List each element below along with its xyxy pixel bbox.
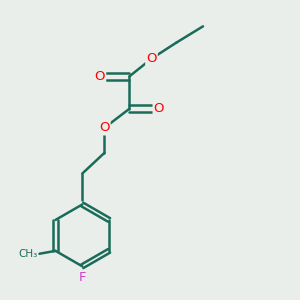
Text: O: O — [95, 70, 105, 83]
Text: O: O — [99, 122, 110, 134]
Text: CH₃: CH₃ — [19, 249, 38, 259]
Text: F: F — [79, 271, 86, 284]
Text: O: O — [146, 52, 157, 65]
Text: O: O — [154, 102, 164, 115]
